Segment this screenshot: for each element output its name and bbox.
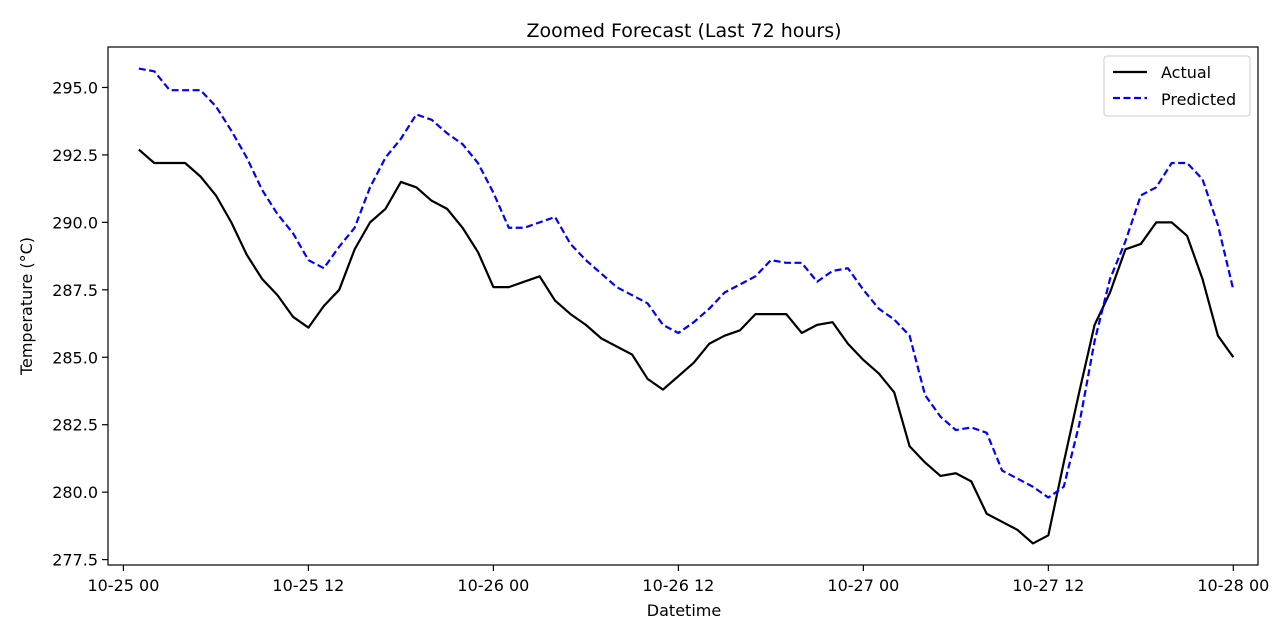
series-layer bbox=[138, 67, 1235, 545]
y-tick-label: 277.5 bbox=[52, 551, 98, 570]
x-tick-label: 10-27 00 bbox=[827, 576, 899, 595]
y-tick-label: 285.0 bbox=[52, 348, 98, 367]
x-axis: 10-25 00 10-25 12 10-26 00 10-26 12 10-27 00… bbox=[87, 565, 1269, 595]
y-tick-label: 292.5 bbox=[52, 146, 98, 165]
legend-predicted-label: Predicted bbox=[1161, 90, 1236, 109]
legend: Actual Predicted bbox=[1103, 55, 1251, 117]
y-tick-label: 282.5 bbox=[52, 416, 98, 435]
x-axis-label: Datetime bbox=[647, 601, 721, 620]
y-tick-label: 290.0 bbox=[52, 213, 98, 232]
y-tick-label: 280.0 bbox=[52, 483, 98, 502]
y-axis-label: Temperature (°C) bbox=[17, 237, 36, 376]
x-tick-label: 10-26 12 bbox=[642, 576, 714, 595]
x-tick-label: 10-26 00 bbox=[457, 576, 529, 595]
x-tick-label: 10-25 00 bbox=[87, 576, 159, 595]
chart-title: Zoomed Forecast (Last 72 hours) bbox=[526, 20, 841, 42]
legend-actual-label: Actual bbox=[1161, 63, 1211, 82]
series-line-predicted bbox=[138, 67, 1235, 499]
series-line-actual bbox=[138, 148, 1235, 545]
y-tick-label: 287.5 bbox=[52, 281, 98, 300]
plot-area bbox=[107, 46, 1259, 566]
x-tick-label: 10-28 00 bbox=[1197, 576, 1269, 595]
y-axis: 277.5 280.0 282.5 285.0 287.5 290.0 292.5 295.0 bbox=[52, 78, 108, 570]
y-tick-label: 295.0 bbox=[52, 78, 98, 97]
x-tick-label: 10-25 12 bbox=[272, 576, 344, 595]
x-tick-label: 10-27 12 bbox=[1012, 576, 1084, 595]
